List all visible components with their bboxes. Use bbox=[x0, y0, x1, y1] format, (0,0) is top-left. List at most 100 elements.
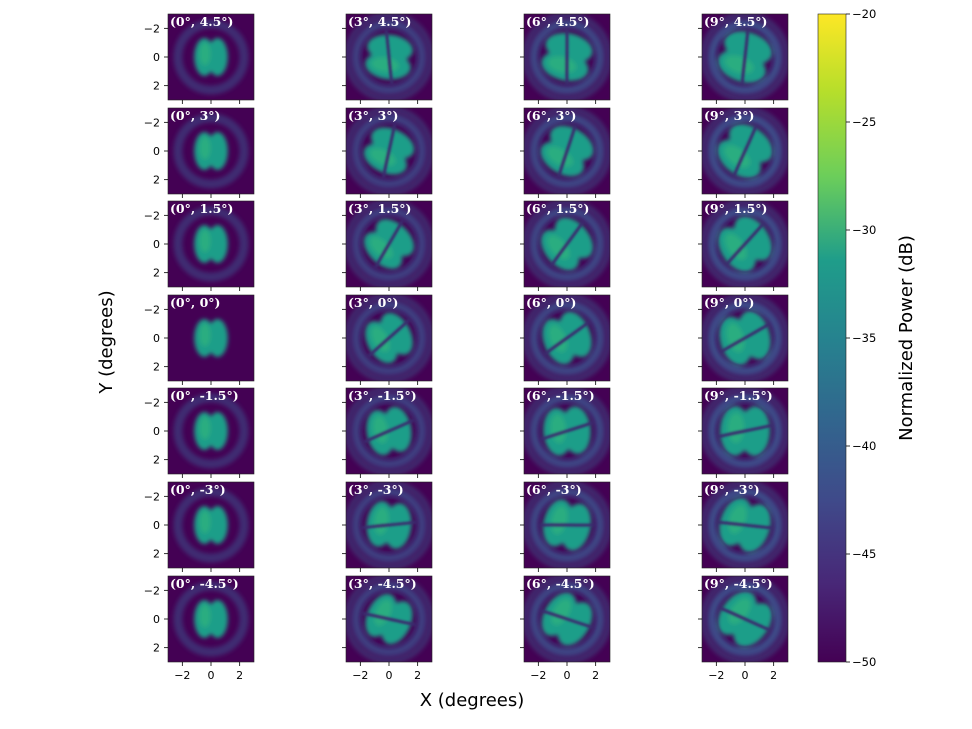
sidelobe-ring bbox=[529, 300, 605, 376]
y-tick-label: 2 bbox=[153, 174, 160, 187]
main-beam bbox=[717, 216, 773, 272]
heatmap-panel: (9°, 1.5°) bbox=[698, 200, 789, 291]
panel-label: (3°, -4.5°) bbox=[348, 576, 417, 591]
beam-null bbox=[367, 318, 411, 358]
sidelobe-ring bbox=[707, 300, 783, 376]
sidelobe-ring bbox=[707, 19, 783, 95]
y-tick-label: 0 bbox=[153, 613, 160, 626]
panel-label: (6°, 1.5°) bbox=[526, 201, 589, 216]
sidelobe-ring bbox=[707, 487, 783, 563]
heatmap-panel: (9°, -4.5°) −2 0 2 bbox=[698, 575, 789, 682]
heatmap-panel: (3°, -1.5°) bbox=[342, 387, 433, 478]
beam-null bbox=[732, 125, 758, 177]
main-beam bbox=[717, 31, 773, 83]
y-tick-label: 0 bbox=[153, 425, 160, 438]
sidelobe-ring bbox=[351, 300, 427, 376]
heatmap-panel: (0°, 3°) 2 0 −2 bbox=[144, 107, 255, 198]
sidelobe-ring bbox=[707, 206, 783, 282]
heatmap-panel: (9°, -1.5°) bbox=[698, 387, 789, 478]
heatmap-panel: (6°, -3°) bbox=[520, 481, 611, 572]
sidelobe-ring bbox=[173, 206, 249, 282]
heatmap-panel: (3°, -4.5°) −2 0 2 bbox=[342, 575, 433, 682]
colorbar-tick-label: −35 bbox=[852, 331, 876, 345]
panel-label: (0°, 3°) bbox=[170, 108, 220, 123]
y-tick-label: −2 bbox=[144, 584, 160, 597]
y-tick-label: −2 bbox=[144, 396, 160, 409]
beam-null bbox=[718, 520, 772, 530]
colorbar-tick-label: −45 bbox=[852, 547, 876, 561]
heatmap-panel: (0°, 4.5°) 2 0 −2 bbox=[144, 13, 255, 104]
main-beam bbox=[719, 497, 771, 553]
y-tick-label: 2 bbox=[153, 267, 160, 280]
x-tick-label: 0 bbox=[742, 669, 749, 682]
sidelobe-ring bbox=[173, 487, 249, 563]
x-tick-label: −2 bbox=[352, 669, 368, 682]
panel-label: (0°, 1.5°) bbox=[170, 201, 233, 216]
heatmap-panel: (3°, 4.5°) bbox=[342, 13, 433, 104]
panel-label: (6°, -1.5°) bbox=[526, 388, 595, 403]
sidelobe-ring bbox=[351, 113, 427, 189]
colorbar-tick-label: −30 bbox=[852, 223, 876, 237]
beam-null bbox=[384, 30, 394, 84]
y-tick-label: 2 bbox=[153, 642, 160, 655]
main-beam bbox=[363, 218, 415, 270]
sidelobe-ring bbox=[707, 393, 783, 469]
main-beam bbox=[542, 499, 592, 551]
heatmap-panel: (6°, 1.5°) bbox=[520, 200, 611, 291]
y-tick-label: −2 bbox=[144, 490, 160, 503]
y-tick-label: 2 bbox=[153, 548, 160, 561]
colorbar-tick-label: −50 bbox=[852, 655, 876, 669]
y-tick-label: −2 bbox=[144, 303, 160, 316]
heatmap-panel: (9°, 0°) bbox=[698, 294, 789, 385]
beam-null bbox=[557, 124, 577, 178]
y-tick-label: 2 bbox=[153, 80, 160, 93]
main-beam bbox=[541, 592, 593, 646]
panel-label: (0°, 0°) bbox=[170, 295, 220, 310]
y-tick-label: 0 bbox=[153, 51, 160, 64]
panel-label: (6°, 3°) bbox=[526, 108, 576, 123]
heatmap-panel: (6°, 4.5°) bbox=[520, 13, 611, 104]
beam-null bbox=[719, 606, 771, 632]
main-beam bbox=[541, 32, 593, 82]
beam-null bbox=[740, 30, 750, 84]
sidelobe-ring bbox=[173, 113, 249, 189]
sidelobe-ring bbox=[707, 113, 783, 189]
sidelobe-ring bbox=[173, 393, 249, 469]
x-tick-label: 2 bbox=[414, 669, 421, 682]
panel-label: (3°, 4.5°) bbox=[348, 14, 411, 29]
panel-label: (6°, -4.5°) bbox=[526, 576, 595, 591]
beam-null bbox=[540, 609, 594, 629]
sidelobe-ring bbox=[173, 19, 249, 95]
sidelobe-ring bbox=[707, 581, 783, 657]
beam-null bbox=[549, 221, 585, 267]
x-tick-label: 2 bbox=[592, 669, 599, 682]
sidelobe-ring bbox=[529, 113, 605, 189]
panel-label: (3°, -3°) bbox=[348, 482, 404, 497]
heatmap-panel: (3°, 3°) bbox=[342, 107, 433, 198]
y-tick-label: −2 bbox=[144, 22, 160, 35]
x-tick-label: 2 bbox=[236, 669, 243, 682]
colorbar-gradient bbox=[817, 13, 847, 663]
heatmap-panel: (9°, 4.5°) bbox=[698, 13, 789, 104]
main-beam bbox=[542, 311, 592, 365]
main-beam bbox=[719, 405, 771, 457]
heatmap-panel: (6°, 3°) bbox=[520, 107, 611, 198]
heatmap-panel: (3°, 0°) bbox=[342, 294, 433, 385]
panel-label: (9°, -4.5°) bbox=[704, 576, 773, 591]
y-tick-label: 2 bbox=[153, 454, 160, 467]
beam-null bbox=[362, 611, 416, 627]
beam-null bbox=[720, 323, 770, 353]
panel-label: (0°, -1.5°) bbox=[170, 388, 239, 403]
main-beam bbox=[363, 127, 415, 175]
sidelobe-ring bbox=[351, 206, 427, 282]
panel-label: (6°, 0°) bbox=[526, 295, 576, 310]
panel-label: (9°, -1.5°) bbox=[704, 388, 773, 403]
panel-label: (3°, 0°) bbox=[348, 295, 398, 310]
x-tick-label: 2 bbox=[770, 669, 777, 682]
heatmap-panel: (9°, -3°) bbox=[698, 481, 789, 572]
sidelobe-ring bbox=[351, 393, 427, 469]
x-tick-label: 0 bbox=[208, 669, 215, 682]
sidelobe-ring bbox=[351, 487, 427, 563]
main-beam bbox=[365, 34, 413, 80]
panel-label: (6°, 4.5°) bbox=[526, 14, 589, 29]
